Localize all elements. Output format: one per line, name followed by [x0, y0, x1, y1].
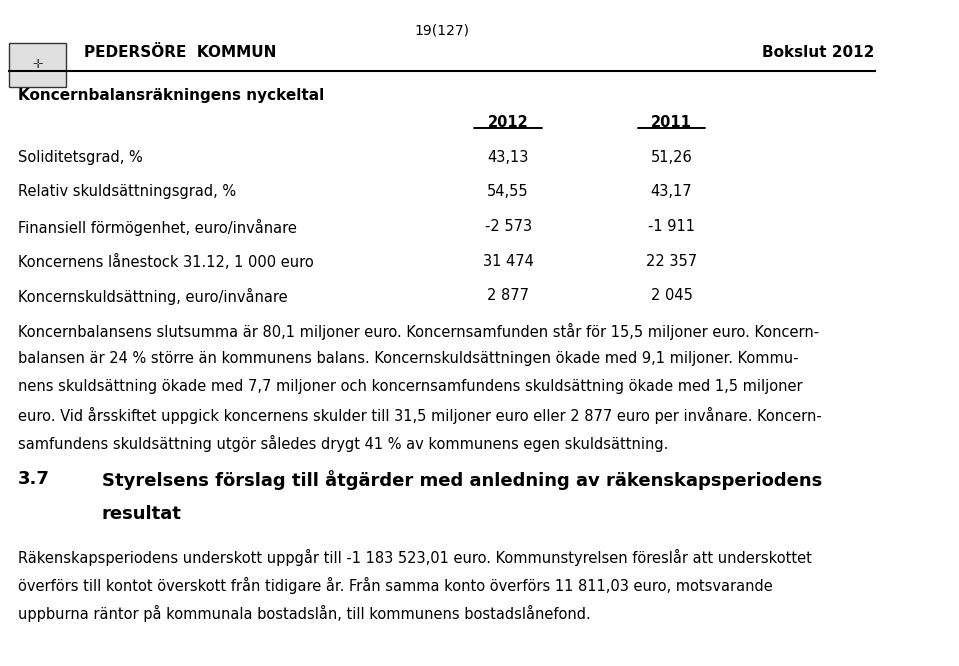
Text: överförs till kontot överskott från tidigare år. Från samma konto överförs 11 81: överförs till kontot överskott från tidi… — [17, 577, 772, 595]
Text: 54,55: 54,55 — [487, 184, 529, 200]
Bar — [9, 43, 66, 87]
Text: 22 357: 22 357 — [646, 254, 697, 269]
Text: 31 474: 31 474 — [482, 254, 533, 269]
Text: 2 045: 2 045 — [650, 288, 692, 304]
Text: Koncernbalansräkningens nyckeltal: Koncernbalansräkningens nyckeltal — [17, 88, 324, 103]
Text: Finansiell förmögenhet, euro/invånare: Finansiell förmögenhet, euro/invånare — [17, 219, 296, 236]
Text: balansen är 24 % större än kommunens balans. Koncernskuldsättningen ökade med 9,: balansen är 24 % större än kommunens bal… — [17, 351, 798, 366]
Text: Styrelsens förslag till åtgärder med anledning av räkenskapsperiodens: Styrelsens förslag till åtgärder med anl… — [102, 470, 822, 490]
Text: -1 911: -1 911 — [648, 219, 695, 234]
Text: nens skuldsättning ökade med 7,7 miljoner och koncernsamfundens skuldsättning ök: nens skuldsättning ökade med 7,7 miljone… — [17, 379, 803, 394]
Text: Koncernens lånestock 31.12, 1 000 euro: Koncernens lånestock 31.12, 1 000 euro — [17, 254, 314, 270]
Text: PEDERSÖRE  KOMMUN: PEDERSÖRE KOMMUN — [84, 45, 276, 61]
Text: ✛: ✛ — [32, 58, 42, 71]
Text: Soliditetsgrad, %: Soliditetsgrad, % — [17, 150, 143, 165]
Text: euro. Vid årsskiftet uppgick koncernens skulder till 31,5 miljoner euro eller 2 : euro. Vid årsskiftet uppgick koncernens … — [17, 407, 822, 424]
Text: Koncernskuldsättning, euro/invånare: Koncernskuldsättning, euro/invånare — [17, 288, 288, 306]
Text: Räkenskapsperiodens underskott uppgår till -1 183 523,01 euro. Kommunstyrelsen f: Räkenskapsperiodens underskott uppgår ti… — [17, 549, 811, 567]
Text: Relativ skuldsättningsgrad, %: Relativ skuldsättningsgrad, % — [17, 184, 236, 200]
Text: 3.7: 3.7 — [17, 470, 50, 488]
Text: Bokslut 2012: Bokslut 2012 — [762, 45, 875, 61]
Text: uppburna räntor på kommunala bostadslån, till kommunens bostadslånefond.: uppburna räntor på kommunala bostadslån,… — [17, 605, 591, 623]
Text: Koncernbalansens slutsumma är 80,1 miljoner euro. Koncernsamfunden står för 15,5: Koncernbalansens slutsumma är 80,1 miljo… — [17, 323, 819, 340]
Text: samfundens skuldsättning utgör således drygt 41 % av kommunens egen skuldsättnin: samfundens skuldsättning utgör således d… — [17, 435, 668, 452]
Text: 2012: 2012 — [488, 115, 528, 130]
Text: -2 573: -2 573 — [484, 219, 531, 234]
Text: 2011: 2011 — [651, 115, 692, 130]
Text: 19(127): 19(127) — [414, 23, 469, 37]
Text: 2 877: 2 877 — [487, 288, 529, 304]
Text: 43,17: 43,17 — [651, 184, 692, 200]
Text: 51,26: 51,26 — [650, 150, 692, 165]
Text: resultat: resultat — [102, 505, 181, 523]
Text: 43,13: 43,13 — [487, 150, 528, 165]
